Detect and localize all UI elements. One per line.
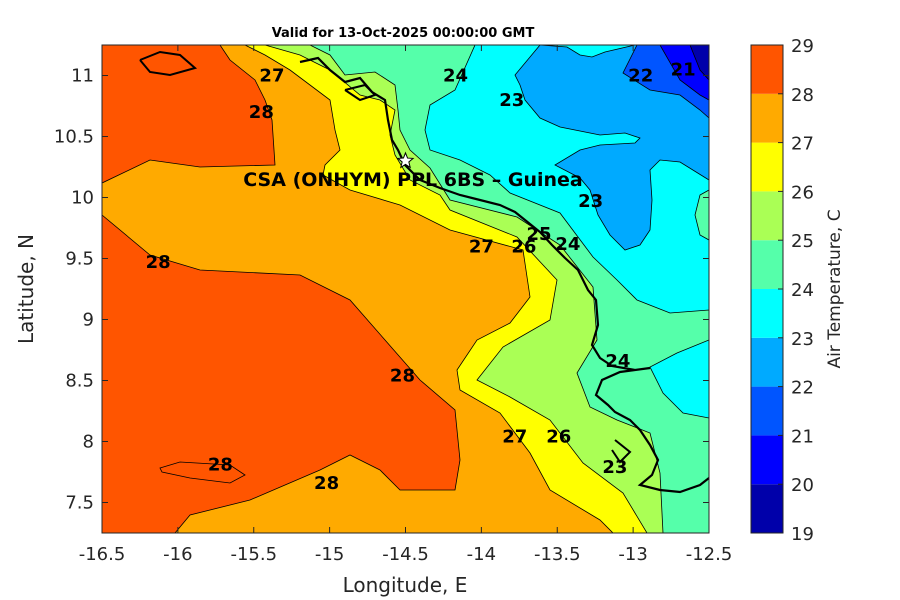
colorbar-tick-label: 29 [791,36,814,57]
contour-label: 23 [499,90,524,111]
site-annotation: CSA (ONHYM) PPL 6BS – Guinea [243,169,582,191]
x-tick-label: -16.5 [79,544,126,565]
y-tick-label: 10 [71,188,94,209]
colorbar-swatch [751,191,783,241]
y-axis-label: Latitude, N [14,234,38,344]
y-tick-label: 7.5 [65,493,94,514]
chart-title: Valid for 13-Oct-2025 00:00:00 GMT [272,26,535,41]
contour-label: 25 [527,224,552,245]
y-tick-label: 9 [83,310,94,331]
contour-label: 26 [511,236,536,257]
band-28-island [159,461,246,484]
x-tick-label: -12.5 [686,544,733,565]
colorbar-swatch [751,435,783,485]
colorbar-swatch [751,289,783,338]
x-tick-label: -15 [315,544,344,565]
x-tick-label: -16 [163,544,192,565]
band-28-south [102,214,461,533]
band-22 [514,45,709,251]
x-axis: -16.5 -16 -15.5 -15 -14.5 -14 -13.5 -13 -12.5 [79,45,733,565]
colorbar-swatch [751,93,783,143]
island-outline [344,83,377,102]
coastline [299,56,709,494]
colorbar-tick-label: 27 [791,134,814,155]
colorbar: 19 20 21 22 23 24 25 26 27 28 29 [750,36,814,545]
x-tick-label: -14.5 [382,544,429,565]
y-tick-label: 8.5 [65,371,94,392]
colorbar-tick-label: 23 [791,329,814,350]
colorbar-tick-label: 24 [791,280,814,301]
contour-label: 28 [249,102,274,123]
colorbar-swatch [751,240,783,289]
contour-label: 24 [443,66,468,87]
x-tick-label: -15.5 [230,544,277,565]
y-tick-label: 9.5 [65,249,94,270]
contour-label: 23 [578,191,603,212]
contour-label: 27 [469,236,494,257]
colorbar-swatch [751,337,783,387]
band-28-north [102,45,276,184]
x-tick-label: -13 [618,544,647,565]
contour-label: 27 [259,66,284,87]
contour-label: 23 [602,457,627,478]
colorbar-tick-label: 28 [791,85,814,106]
band-19 [689,45,709,81]
contour-label: 28 [208,455,233,476]
colorbar-tick-label: 22 [791,378,814,399]
colorbar-swatch [751,45,783,94]
contour-label: 28 [314,473,339,494]
x-tick-label: -14 [467,544,496,565]
contour-label: 21 [671,59,696,80]
contour-label: 27 [502,427,527,448]
x-axis-label: Longitude, E [343,573,468,597]
colorbar-swatch [751,142,783,192]
contour-label: 24 [555,234,580,255]
colorbar-tick-label: 19 [791,524,814,545]
contour-label: 24 [605,351,630,372]
band-24-patch [694,189,709,241]
island-outline [611,439,632,464]
contour-label: 28 [390,366,415,387]
contour-label: 26 [546,427,571,448]
contour-label: 28 [146,252,171,273]
colorbar-tick-label: 20 [791,475,814,496]
island-outline [139,50,198,77]
colorbar-tick-label: 26 [791,182,814,203]
y-tick-label: 8 [83,432,94,453]
colorbar-tick-label: 21 [791,426,814,447]
x-tick-label: -13.5 [534,544,581,565]
colorbar-label: Air Temperature, C [825,209,845,368]
colorbar-swatch [751,386,783,436]
y-tick-label: 11 [71,66,94,87]
contour-label: 22 [628,66,653,87]
colorbar-tick-label: 25 [791,231,814,252]
y-tick-label: 10.5 [54,127,94,148]
colorbar-swatch [751,484,783,533]
y-axis: 7.5 8 8.5 9 9.5 10 10.5 11 [54,66,709,514]
site-star-icon [396,151,415,169]
